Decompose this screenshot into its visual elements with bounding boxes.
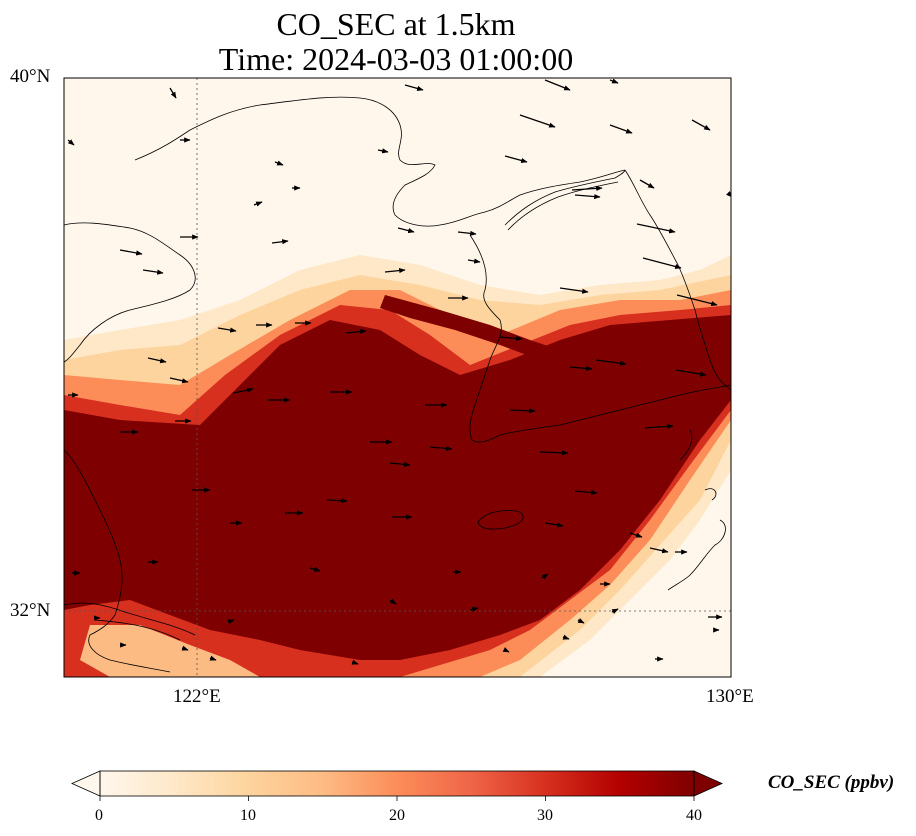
wind-arrow bbox=[169, 87, 177, 99]
wind-arrow bbox=[571, 185, 603, 191]
wind-arrow bbox=[639, 179, 655, 189]
wind-arrow bbox=[726, 191, 731, 198]
wind-arrow bbox=[227, 619, 235, 625]
wind-arrow bbox=[232, 387, 254, 394]
wind-arrow bbox=[574, 489, 598, 496]
wind-arrow bbox=[636, 223, 676, 234]
wind-arrow bbox=[541, 573, 549, 580]
co-field bbox=[64, 255, 731, 677]
wind-arrow bbox=[499, 335, 523, 342]
coastline-shandong bbox=[64, 222, 196, 363]
coastline-korea-east bbox=[624, 169, 731, 391]
colorbar-tick-30: 30 bbox=[537, 807, 553, 824]
wind-arrow bbox=[629, 532, 643, 538]
plume-south-light bbox=[80, 625, 260, 677]
wind-arrow bbox=[574, 193, 601, 200]
map-title: CO_SEC at 1.5km bbox=[276, 6, 516, 42]
wind-arrow bbox=[169, 377, 189, 384]
wind-arrow bbox=[595, 359, 627, 366]
wind-arrow bbox=[559, 287, 589, 294]
plume-secondary-streak bbox=[380, 295, 560, 360]
wind-arrow bbox=[544, 79, 571, 91]
wind-arrow bbox=[644, 423, 674, 430]
wind-arrow bbox=[119, 249, 143, 256]
coastline-korea-south bbox=[499, 384, 731, 436]
coastline-jeju bbox=[477, 510, 524, 530]
wind-arrow bbox=[649, 547, 669, 554]
lon-tick-122: 122°E bbox=[173, 686, 221, 707]
wind-arrow bbox=[271, 239, 289, 245]
wind-arrow bbox=[181, 645, 189, 651]
wind-arrow bbox=[539, 450, 569, 456]
wind-arrow bbox=[675, 369, 707, 377]
colorbar-extend-min bbox=[71, 770, 101, 797]
wind-arrow bbox=[384, 267, 406, 274]
wind-arrow bbox=[577, 618, 585, 624]
wind-arrow bbox=[691, 119, 711, 131]
wind-arrow bbox=[351, 659, 359, 665]
wind-arrow bbox=[676, 294, 718, 307]
coastline-japan-kyushu bbox=[667, 429, 726, 591]
wind-arrow bbox=[544, 522, 564, 528]
wind-arrow bbox=[217, 327, 237, 333]
wind-arrow bbox=[404, 84, 424, 91]
lon-tick-130: 130°E bbox=[706, 686, 754, 707]
wind-arrow bbox=[326, 498, 348, 504]
wind-arrow bbox=[562, 634, 570, 640]
colorbar-tick-40: 40 bbox=[686, 807, 702, 824]
wind-arrow bbox=[147, 357, 167, 364]
wind-arrow bbox=[569, 365, 593, 372]
wind-vectors bbox=[67, 78, 731, 665]
wind-arrow bbox=[457, 230, 477, 236]
colorbar-tick-20: 20 bbox=[389, 807, 405, 824]
wind-arrow bbox=[389, 598, 397, 605]
wind-arrow bbox=[611, 608, 619, 614]
map-frame bbox=[63, 77, 732, 678]
map-area bbox=[64, 78, 731, 677]
lat-tick-32: 32°N bbox=[10, 600, 51, 621]
wind-arrow bbox=[469, 606, 479, 612]
lat-tick-40: 40°N bbox=[10, 66, 51, 87]
wind-arrow bbox=[429, 445, 453, 452]
colorbar-label: CO_SEC (ppbv) bbox=[768, 772, 895, 793]
wind-arrow bbox=[502, 647, 510, 653]
wind-arrow bbox=[67, 139, 75, 146]
map-subtitle-time: Time: 2024-03-03 01:00:00 bbox=[218, 41, 574, 77]
wind-arrow bbox=[274, 160, 284, 166]
wind-arrow bbox=[504, 155, 528, 163]
coastline-yalu bbox=[507, 181, 619, 231]
coastline-east-china bbox=[64, 449, 171, 673]
colorbar-tick-0: 0 bbox=[95, 807, 103, 824]
wind-arrow bbox=[253, 201, 263, 207]
wind-arrow bbox=[509, 408, 536, 414]
wind-arrow bbox=[609, 78, 619, 84]
colorbar-bar bbox=[100, 771, 694, 796]
wind-arrow bbox=[609, 124, 633, 134]
wind-arrow bbox=[209, 655, 217, 661]
coastline-yangtze bbox=[64, 602, 196, 641]
gridlines bbox=[64, 78, 731, 677]
wind-arrow bbox=[519, 114, 556, 128]
plume-core bbox=[64, 315, 731, 660]
wind-arrow bbox=[345, 328, 367, 335]
wind-arrow bbox=[389, 461, 411, 468]
wind-arrow bbox=[642, 257, 682, 270]
colorbar bbox=[71, 770, 723, 801]
wind-arrow bbox=[467, 258, 481, 264]
wind-arrow bbox=[309, 566, 321, 572]
wind-arrow bbox=[377, 148, 389, 154]
coastline-north-korea-border bbox=[504, 169, 626, 226]
wind-arrow bbox=[397, 227, 415, 234]
coastline-bohai-north bbox=[134, 96, 626, 227]
coastlines bbox=[64, 96, 731, 673]
colorbar-extend-max bbox=[693, 770, 723, 797]
wind-arrow bbox=[142, 269, 164, 275]
colorbar-tick-10: 10 bbox=[240, 807, 256, 824]
coastline-korea-west bbox=[469, 234, 502, 443]
